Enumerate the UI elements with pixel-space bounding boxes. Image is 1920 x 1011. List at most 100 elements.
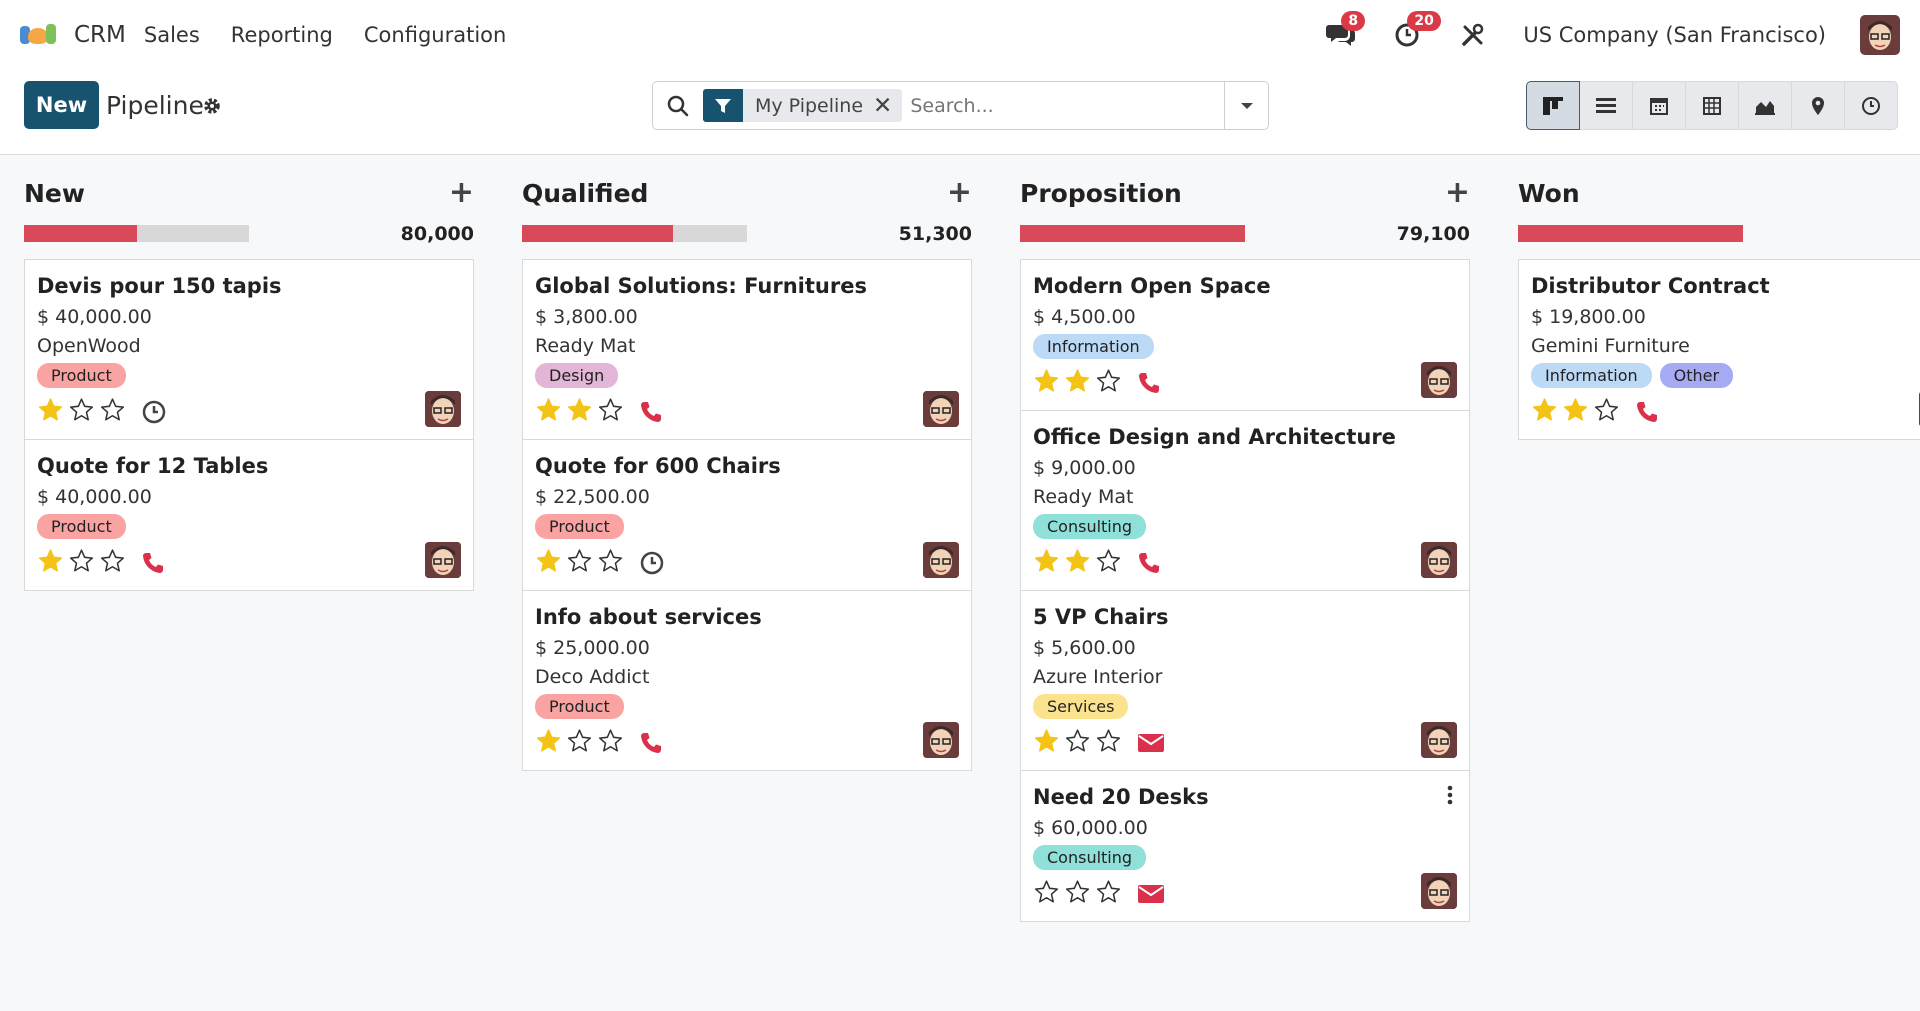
salesperson-avatar[interactable] [1421, 542, 1457, 578]
star-filled-icon[interactable] [535, 548, 562, 578]
phone-icon[interactable] [1137, 371, 1161, 395]
star-empty-icon[interactable] [68, 397, 95, 427]
search-button[interactable] [653, 95, 703, 117]
star-empty-icon[interactable] [1095, 368, 1122, 398]
kanban-card[interactable]: Office Design and Architecture $ 9,000.00… [1020, 410, 1470, 591]
column-title[interactable]: Won [1518, 179, 1580, 208]
salesperson-avatar[interactable] [923, 722, 959, 758]
search-options-toggle[interactable] [1224, 82, 1268, 129]
salesperson-avatar[interactable] [923, 542, 959, 578]
star-filled-icon[interactable] [1064, 368, 1091, 398]
kanban-card[interactable]: Modern Open Space $ 4,500.00 Information [1020, 259, 1470, 411]
star-filled-icon[interactable] [37, 397, 64, 427]
star-filled-icon[interactable] [1033, 728, 1060, 758]
salesperson-avatar[interactable] [923, 391, 959, 427]
star-empty-icon[interactable] [597, 728, 624, 758]
control-panel: New Pipeline My Pipeline ✕ [0, 70, 1920, 155]
view-graph[interactable] [1738, 81, 1792, 130]
add-card-icon[interactable]: + [946, 175, 972, 210]
salesperson-avatar[interactable] [425, 542, 461, 578]
tag-badge: Product [535, 694, 624, 719]
column-progress-bar[interactable] [24, 225, 249, 242]
star-filled-icon[interactable] [566, 397, 593, 427]
star-empty-icon[interactable] [1593, 397, 1620, 427]
star-filled-icon[interactable] [1033, 368, 1060, 398]
star-filled-icon[interactable] [37, 548, 64, 578]
star-empty-icon[interactable] [566, 548, 593, 578]
kanban-card[interactable]: Global Solutions: Furnitures $ 3,800.00 Re… [522, 259, 972, 440]
remove-facet-icon[interactable]: ✕ [873, 92, 893, 119]
user-avatar[interactable] [1860, 15, 1900, 55]
star-empty-icon[interactable] [68, 548, 95, 578]
view-map[interactable] [1791, 81, 1845, 130]
star-filled-icon[interactable] [1531, 397, 1558, 427]
phone-icon[interactable] [639, 731, 663, 755]
clock-icon[interactable] [639, 550, 665, 576]
gear-icon[interactable] [202, 96, 222, 116]
salesperson-avatar[interactable] [1421, 362, 1457, 398]
phone-icon[interactable] [141, 551, 165, 575]
star-filled-icon[interactable] [1033, 548, 1060, 578]
envelope-icon[interactable] [1137, 732, 1165, 754]
clock-icon[interactable] [141, 399, 167, 425]
card-menu-icon[interactable] [1447, 785, 1453, 805]
salesperson-avatar[interactable] [425, 391, 461, 427]
view-list[interactable] [1579, 81, 1633, 130]
star-empty-icon[interactable] [1095, 548, 1122, 578]
star-filled-icon[interactable] [1064, 548, 1091, 578]
kanban-card[interactable]: 5 VP Chairs $ 5,600.00 Azure Interior Servi… [1020, 590, 1470, 771]
add-card-icon[interactable]: + [1444, 175, 1470, 210]
view-calendar[interactable] [1632, 81, 1686, 130]
brand[interactable]: CRM [20, 22, 144, 48]
kanban-card[interactable]: Quote for 600 Chairs $ 22,500.00 Product [522, 439, 972, 591]
view-activity[interactable] [1844, 81, 1898, 130]
column-progress-bar[interactable] [522, 225, 747, 242]
app-name[interactable]: CRM [74, 22, 126, 48]
add-card-icon[interactable]: + [448, 175, 474, 210]
star-empty-icon[interactable] [1064, 728, 1091, 758]
star-empty-icon[interactable] [566, 728, 593, 758]
view-pivot[interactable] [1685, 81, 1739, 130]
star-filled-icon[interactable] [535, 728, 562, 758]
salesperson-avatar[interactable] [1421, 873, 1457, 909]
kanban-card[interactable]: Devis pour 150 tapis $ 40,000.00 OpenWood P… [24, 259, 474, 440]
column-title[interactable]: Proposition [1020, 179, 1182, 208]
salesperson-avatar[interactable] [1421, 722, 1457, 758]
phone-icon[interactable] [1137, 551, 1161, 575]
area-chart-icon [1755, 100, 1775, 115]
kanban-board: New +80,000 Devis pour 150 tapis $ 40,000.0… [0, 155, 1920, 1011]
kanban-card[interactable]: Info about services $ 25,000.00 Deco Addic… [522, 590, 972, 771]
menu-reporting[interactable]: Reporting [230, 23, 333, 47]
star-empty-icon[interactable] [1095, 728, 1122, 758]
column-title[interactable]: New [24, 179, 85, 208]
menu-sales[interactable]: Sales [143, 23, 200, 47]
column-progress-bar[interactable] [1020, 225, 1245, 242]
tag-badge: Other [1659, 363, 1734, 388]
debug-tools-button[interactable] [1457, 19, 1489, 51]
crm-logo-icon[interactable] [20, 22, 60, 48]
star-empty-icon[interactable] [1095, 879, 1122, 909]
star-empty-icon[interactable] [1033, 879, 1060, 909]
activity-button[interactable]: 20 [1391, 11, 1441, 51]
star-empty-icon[interactable] [597, 548, 624, 578]
kanban-card[interactable]: Need 20 Desks $ 60,000.00 Consulting [1020, 770, 1470, 922]
star-empty-icon[interactable] [99, 397, 126, 427]
search-input[interactable] [902, 94, 1224, 117]
star-filled-icon[interactable] [1562, 397, 1589, 427]
star-empty-icon[interactable] [99, 548, 126, 578]
menu-configuration[interactable]: Configuration [363, 23, 507, 47]
chat-button[interactable]: 8 [1325, 11, 1366, 51]
view-kanban[interactable] [1526, 81, 1580, 130]
new-button[interactable]: New [24, 81, 99, 129]
star-empty-icon[interactable] [1064, 879, 1091, 909]
kanban-card[interactable]: Distributor Contract $ 19,800.00 Gemini Fu… [1518, 259, 1920, 440]
company-switcher[interactable]: US Company (San Francisco) [1523, 23, 1826, 47]
star-filled-icon[interactable] [535, 397, 562, 427]
star-empty-icon[interactable] [597, 397, 624, 427]
envelope-icon[interactable] [1137, 883, 1165, 905]
column-title[interactable]: Qualified [522, 179, 649, 208]
kanban-card[interactable]: Quote for 12 Tables $ 40,000.00 Product [24, 439, 474, 591]
column-progress-bar[interactable] [1518, 225, 1743, 242]
phone-icon[interactable] [639, 400, 663, 424]
phone-icon[interactable] [1635, 400, 1659, 424]
